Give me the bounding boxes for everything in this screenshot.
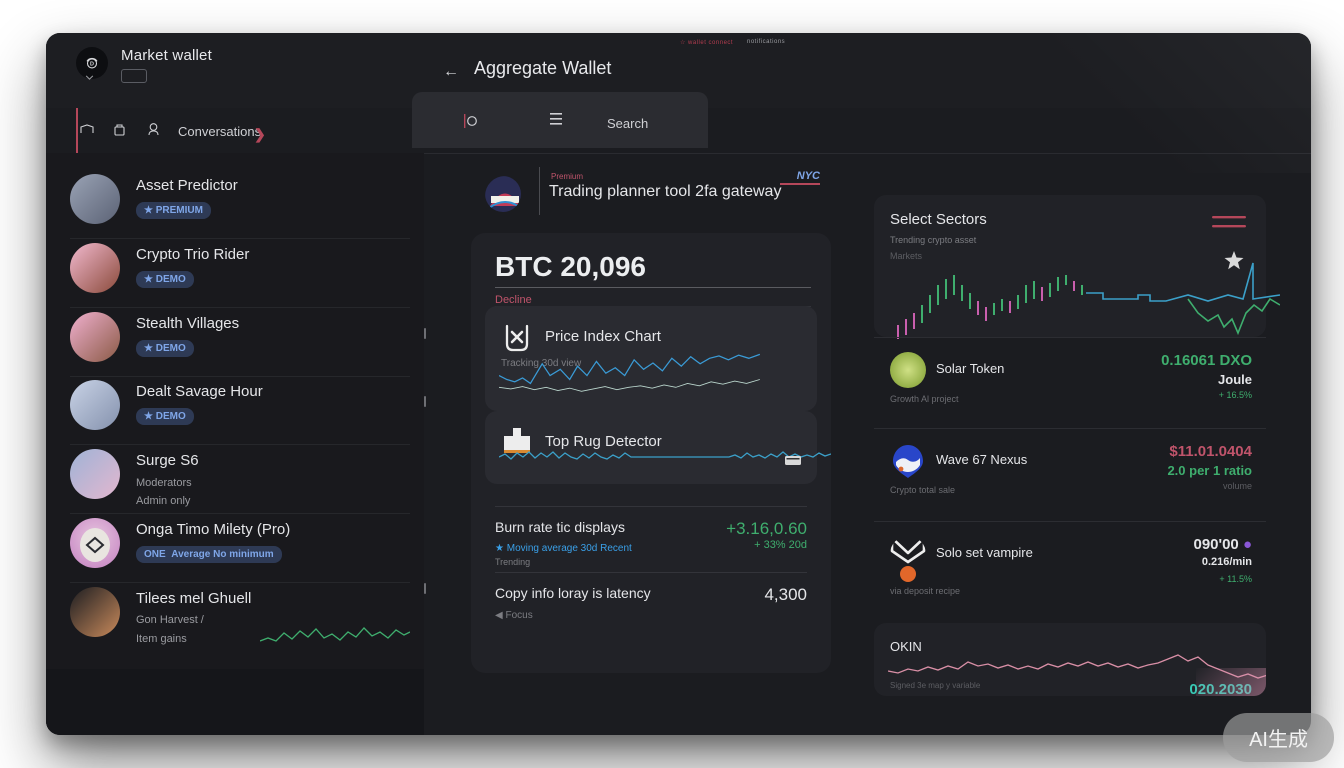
svg-text:D: D	[90, 62, 94, 68]
